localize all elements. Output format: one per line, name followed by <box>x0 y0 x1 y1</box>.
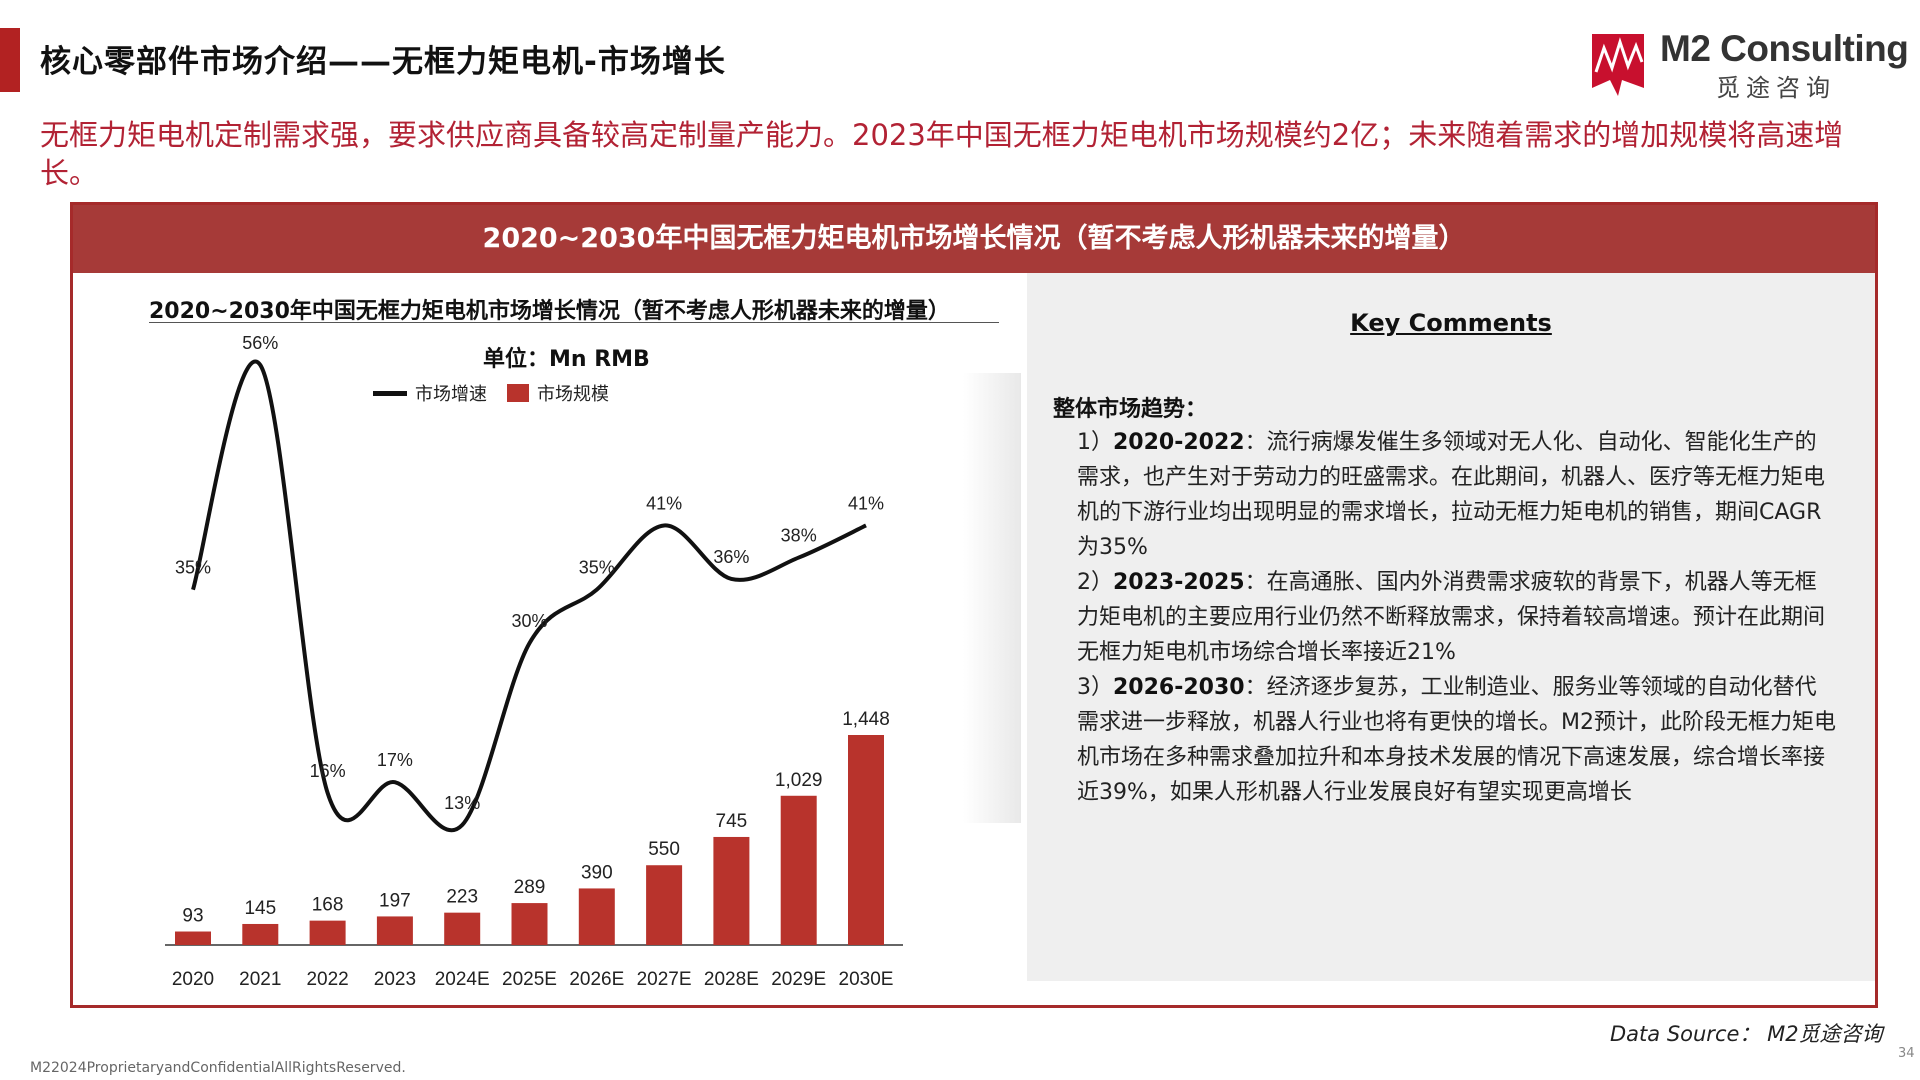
legend-bar-swatch <box>507 384 529 402</box>
bar-value-label: 168 <box>312 895 344 916</box>
legend-line-swatch <box>373 390 407 396</box>
chart-title-underline <box>149 322 999 323</box>
decorative-shadow <box>963 373 1021 823</box>
chart-unit-label: 单位：Mn RMB <box>483 347 650 372</box>
x-tick-label: 2029E <box>771 969 826 990</box>
bar-market-size <box>242 923 279 945</box>
bar-market-size <box>511 903 548 945</box>
m2-consulting-logo: M2 Consulting 觅途咨询 <box>1588 28 1909 102</box>
key-comments-body: 1）2020-2022：流行病爆发催生多领域对无人化、自动化、智能化生产的需求，… <box>1077 425 1837 810</box>
bar-market-size <box>848 735 884 945</box>
page-title: 核心零部件市场介绍——无框力矩电机-市场增长 <box>40 44 726 80</box>
growth-rate-label: 30% <box>511 611 547 631</box>
bar-value-label: 223 <box>446 887 478 908</box>
chart-title: 2020~2030年中国无框力矩电机市场增长情况（暂不考虑人形机器未来的增量） <box>149 299 950 324</box>
bar-market-size <box>444 912 481 945</box>
growth-rate-line <box>191 359 867 833</box>
logo-name: M2 Consulting <box>1660 28 1909 69</box>
bar-value-label: 745 <box>716 811 748 832</box>
copyright-footer: M22024ProprietaryandConfidentialAllRight… <box>30 1060 406 1076</box>
logo-chinese-name: 觅途咨询 <box>1716 74 1836 102</box>
key-comments-title: Key Comments <box>1350 309 1552 337</box>
x-tick-label: 2028E <box>704 969 759 990</box>
m2-logo-icon <box>1592 34 1644 96</box>
bar-value-label: 1,029 <box>775 770 823 791</box>
x-tick-label: 2020 <box>172 969 214 990</box>
bar-value-label: 1,448 <box>842 709 890 730</box>
bar-value-label: 145 <box>244 898 276 919</box>
growth-rate-label: 56% <box>242 333 278 353</box>
legend-label-growth: 市场增速 <box>415 384 487 405</box>
bar-value-label: 289 <box>514 877 546 898</box>
x-tick-label: 2026E <box>569 969 624 990</box>
comment-item: 1）2020-2022：流行病爆发催生多领域对无人化、自动化、智能化生产的需求，… <box>1077 430 1826 560</box>
page-subtitle: 无框力矩电机定制需求强，要求供应商具备较高定制量产能力。2023年中国无框力矩电… <box>40 118 1844 190</box>
comments-background <box>1027 273 1875 981</box>
growth-rate-label: 41% <box>646 493 682 513</box>
x-tick-label: 2021 <box>239 969 281 990</box>
chart-legend: 市场增速 市场规模 <box>373 380 609 406</box>
bar-market-size <box>646 865 683 945</box>
bar-market-size <box>578 888 615 945</box>
growth-rate-label: 38% <box>781 526 817 546</box>
key-comments-heading: 整体市场趋势： <box>1053 397 1208 422</box>
bar-value-label: 390 <box>581 862 613 883</box>
growth-rate-label: 35% <box>175 558 211 578</box>
title-accent-bar <box>0 28 20 92</box>
growth-rate-label: 35% <box>579 558 615 578</box>
bar-market-size <box>309 920 346 945</box>
growth-rate-label: 36% <box>713 547 749 567</box>
bar-market-size <box>175 931 211 945</box>
content-panel: 2020~2030年中国无框力矩电机市场增长情况（暂不考虑人形机器未来的增量） … <box>70 202 1878 1008</box>
growth-rate-label: 13% <box>444 793 480 813</box>
bar-value-label: 197 <box>379 890 411 911</box>
x-tick-label: 2023 <box>374 969 416 990</box>
x-tick-label: 2022 <box>306 969 348 990</box>
comment-item: 2）2023-2025：在高通胀、国内外消费需求疲软的背景下，机器人等无框力矩电… <box>1077 570 1826 665</box>
data-source: Data Source： M2觅途咨询 <box>1610 1022 1883 1046</box>
growth-rate-label: 41% <box>848 493 884 513</box>
bar-market-size <box>376 916 413 945</box>
x-tick-label: 2027E <box>637 969 692 990</box>
bar-value-label: 93 <box>182 906 203 927</box>
growth-rate-label: 16% <box>310 761 346 781</box>
bar-value-label: 550 <box>648 839 680 860</box>
page-number: 34 <box>1898 1046 1915 1061</box>
x-tick-label: 2025E <box>502 969 557 990</box>
x-tick-label: 2024E <box>435 969 490 990</box>
legend-label-size: 市场规模 <box>537 384 609 405</box>
bar-market-size <box>780 795 817 945</box>
x-tick-label: 2030E <box>839 969 894 990</box>
growth-rate-label: 17% <box>377 750 413 770</box>
market-chart: 93 2020 145 2021 168 2022 197 2023 223 2024E 289 20… <box>165 333 903 990</box>
comment-item: 3）2026-2030：经济逐步复苏，工业制造业、服务业等领域的自动化替代需求进… <box>1077 675 1836 805</box>
bar-market-size <box>713 836 750 945</box>
panel-header: 2020~2030年中国无框力矩电机市场增长情况（暂不考虑人形机器未来的增量） <box>73 205 1875 273</box>
